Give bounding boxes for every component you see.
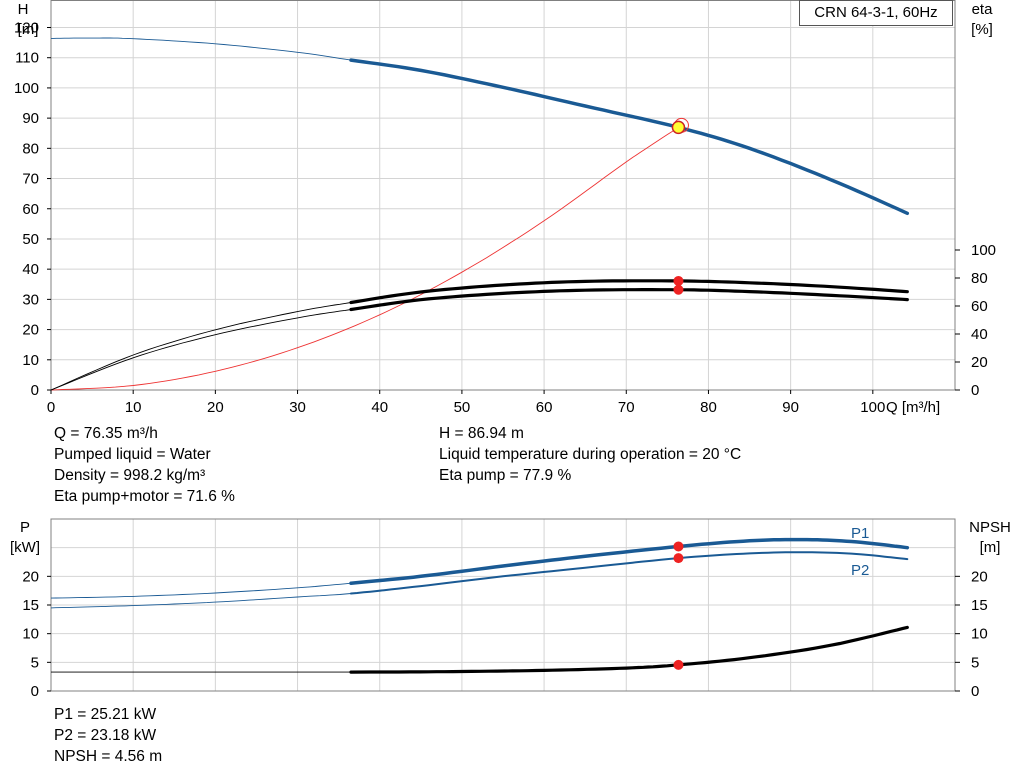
eta-pump-curve-thick	[349, 279, 909, 305]
y-tick-label-right: 100	[971, 242, 996, 259]
duty-point-head	[671, 120, 686, 135]
info-bottom: P1 = 25.21 kW P2 = 23.18 kW NPSH = 4.56 …	[54, 704, 162, 767]
x-axis-label: Q [m³/h]	[886, 399, 940, 416]
head-curve-thin	[51, 37, 352, 61]
npsh-curve-thick	[349, 625, 909, 674]
y-tick-label-right: 80	[971, 270, 988, 287]
y-tick-label-left: 20	[22, 322, 39, 339]
plot-frame	[50, 0, 956, 391]
y-tick-label-right: 0	[971, 683, 979, 700]
info-npsh: NPSH = 4.56 m	[54, 748, 163, 765]
y-tick-label-right: 40	[971, 326, 988, 343]
y-tick-label-left: 110	[15, 50, 39, 67]
x-tick-label: 30	[289, 399, 306, 416]
head-curve-thick	[349, 58, 910, 216]
y-tick-label-right: 20	[971, 354, 988, 371]
series-label-p1: P1	[851, 525, 869, 542]
series-label-p2: P2	[851, 562, 869, 579]
x-tick-label: 90	[782, 399, 799, 416]
info-liquid: Pumped liquid = Water	[54, 446, 211, 463]
y-tick-label-left: 15	[22, 597, 39, 614]
y-tick-label-left: 100	[14, 80, 39, 97]
y-axis-unit-right: [%]	[971, 21, 993, 38]
duty-point-npsh	[673, 659, 684, 670]
duty-point-eta-pump	[673, 275, 684, 286]
x-tick-label: 10	[125, 399, 142, 416]
y-tick-label-left: 80	[22, 140, 39, 157]
y-tick-label-right: 10	[971, 626, 988, 643]
x-tick-label: 80	[700, 399, 717, 416]
p2-curve-thin	[50, 593, 352, 609]
y-tick-label-left: 40	[22, 261, 39, 278]
y-tick-label-left: 50	[22, 231, 39, 248]
y-tick-label-right: 60	[971, 298, 988, 315]
y-tick-label-left: 5	[31, 654, 39, 671]
x-tick-label: 60	[536, 399, 553, 416]
info-p2: P2 = 23.18 kW	[54, 727, 157, 744]
p2-curve-thick	[350, 551, 909, 595]
y-tick-label-right: 5	[971, 654, 979, 671]
system-curve	[50, 127, 679, 391]
duty-point-p1	[673, 541, 684, 552]
y-axis-unit-left: [kW]	[10, 539, 40, 556]
x-tick-label: 0	[47, 399, 55, 416]
y-tick-label-left: 10	[22, 352, 39, 369]
info-top-right: H = 86.94 m Liquid temperature during op…	[439, 423, 741, 486]
x-tick-label: 70	[618, 399, 635, 416]
x-tick-label: 20	[207, 399, 224, 416]
y-axis-unit-left: [m]	[18, 21, 39, 38]
chart-title: CRN 64-3-1, 60Hz	[814, 4, 938, 21]
y-tick-label-left: 30	[22, 291, 39, 308]
y-tick-label-left: 10	[22, 626, 39, 643]
y-axis-label-left: P	[20, 519, 30, 536]
info-head: H = 86.94 m	[439, 425, 524, 442]
y-tick-label-left: 120	[14, 20, 39, 37]
eta-total-curve-thick	[349, 288, 909, 312]
info-flow: Q = 76.35 m³/h	[54, 425, 158, 442]
y-tick-label-left: 60	[22, 201, 39, 218]
y-tick-label-left: 0	[31, 382, 39, 399]
info-temperature: Liquid temperature during operation = 20…	[439, 446, 742, 463]
duty-point-p2	[673, 553, 684, 564]
y-tick-label-left: 20	[22, 568, 39, 585]
x-tick-label: 50	[454, 399, 471, 416]
info-eta-pump: Eta pump = 77.9 %	[439, 467, 572, 484]
info-p1: P1 = 25.21 kW	[54, 706, 157, 723]
y-tick-label-right: 20	[971, 568, 988, 585]
info-eta-total: Eta pump+motor = 71.6 %	[54, 488, 235, 505]
info-top-left: Q = 76.35 m³/h Pumped liquid = Water Den…	[54, 423, 235, 507]
y-axis-label-right: NPSH	[969, 519, 1011, 536]
y-axis-label-right: eta	[972, 1, 994, 18]
p1-curve-thin	[50, 582, 352, 599]
y-tick-label-left: 90	[22, 110, 39, 127]
duty-point-eta-total	[673, 284, 684, 295]
eta-total-curve-thin	[50, 309, 352, 391]
y-tick-label-left: 0	[31, 683, 39, 700]
y-axis-label-left: H	[18, 1, 29, 18]
eta-pump-curve-thin	[50, 302, 352, 391]
info-density: Density = 998.2 kg/m³	[54, 467, 206, 484]
chart-title-box: CRN 64-3-1, 60Hz	[799, 0, 953, 26]
x-tick-label: 100	[860, 399, 885, 416]
y-axis-unit-right: [m]	[980, 539, 1001, 556]
y-tick-label-right: 15	[971, 597, 988, 614]
y-tick-label-right: 0	[971, 382, 979, 399]
y-tick-label-left: 70	[22, 171, 39, 188]
x-tick-label: 40	[371, 399, 388, 416]
